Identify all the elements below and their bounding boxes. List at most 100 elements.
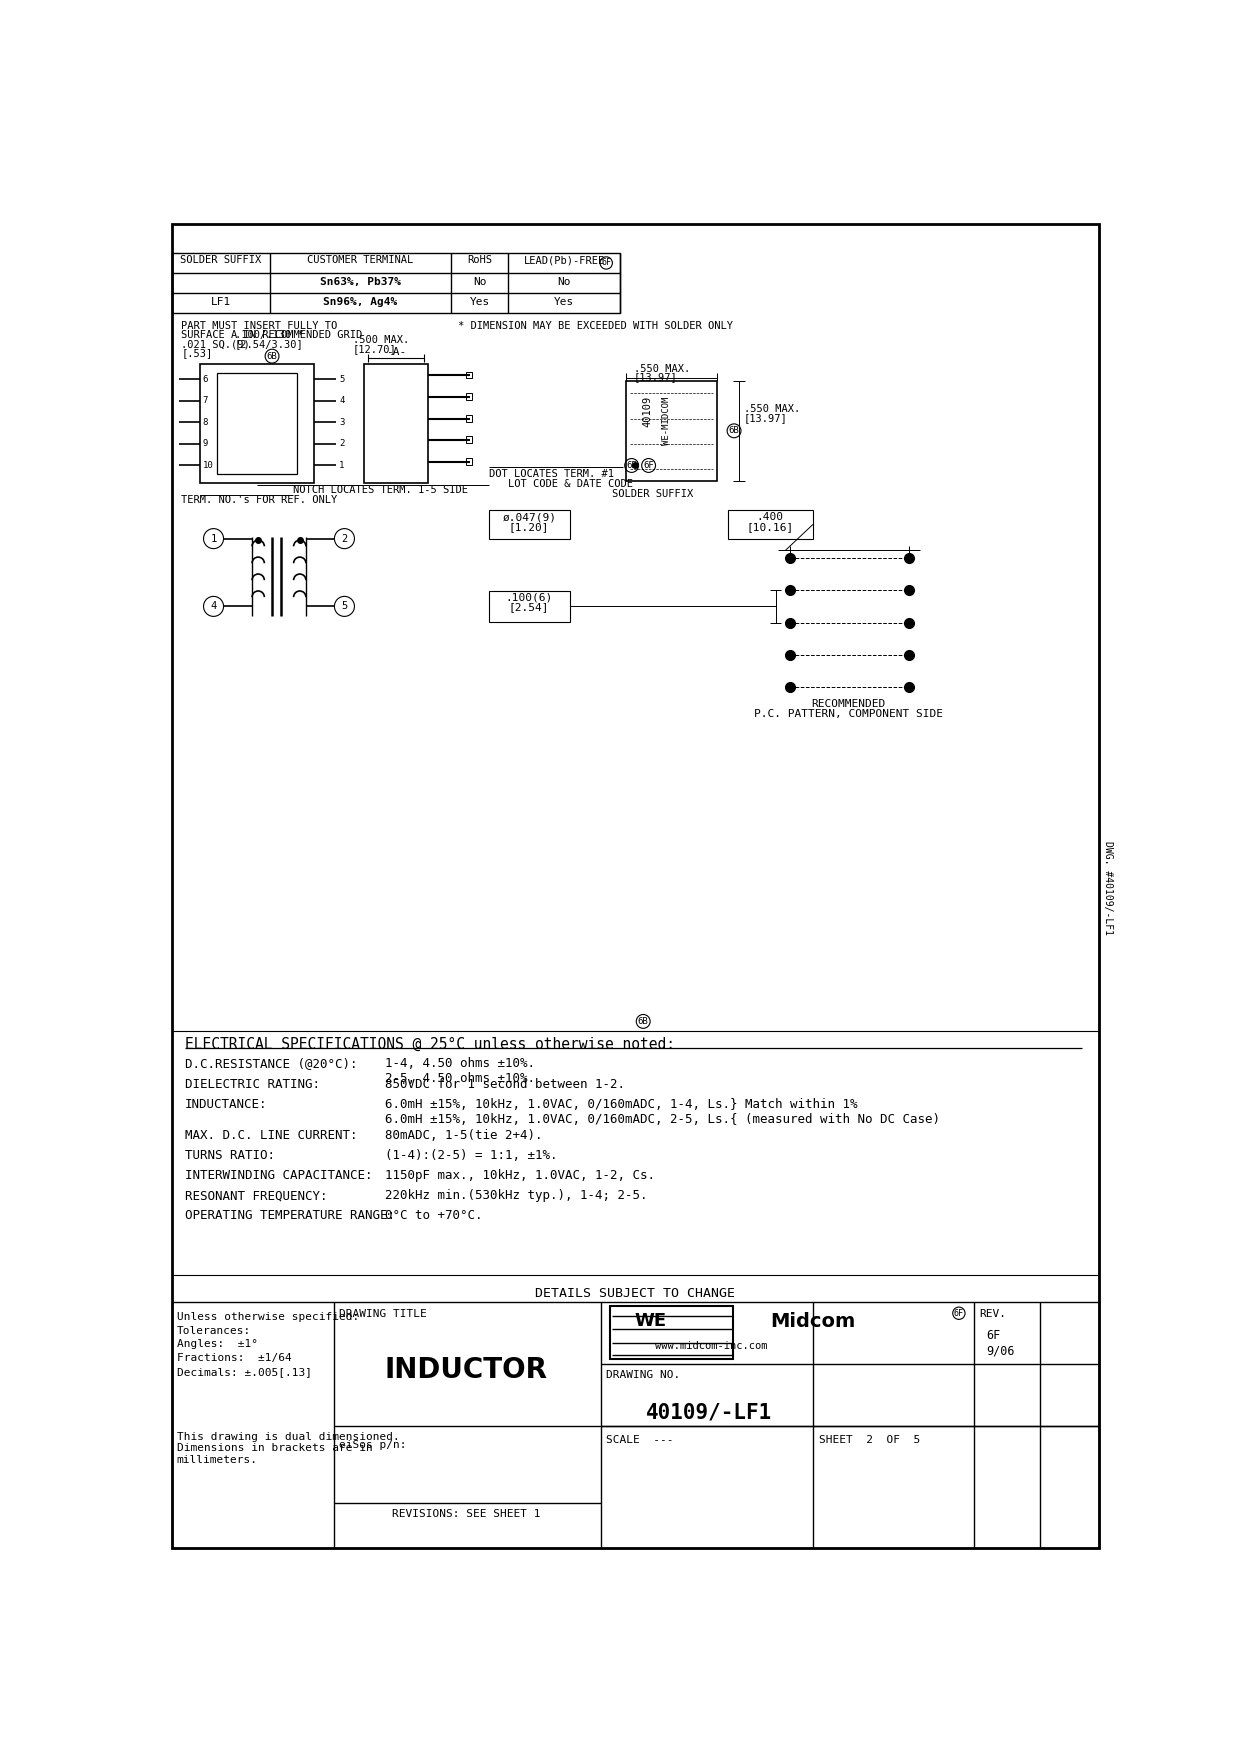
Text: 2: 2	[339, 439, 345, 448]
Text: ø.047(9): ø.047(9)	[502, 512, 557, 523]
Text: SOLDER SUFFIX: SOLDER SUFFIX	[613, 490, 693, 500]
Text: INDUCTOR: INDUCTOR	[384, 1357, 548, 1385]
Text: 1150pF max., 10kHz, 1.0VAC, 1-2, Cs.: 1150pF max., 10kHz, 1.0VAC, 1-2, Cs.	[386, 1169, 655, 1183]
Text: RESONANT FREQUENCY:: RESONANT FREQUENCY:	[185, 1190, 327, 1202]
Text: 2: 2	[341, 534, 347, 544]
Text: Yes: Yes	[554, 297, 574, 307]
Text: eiSos p/n:: eiSos p/n:	[339, 1439, 407, 1450]
Text: 220kHz min.(530kHz typ.), 1-4; 2-5.: 220kHz min.(530kHz typ.), 1-4; 2-5.	[386, 1190, 647, 1202]
Text: 1: 1	[211, 534, 217, 544]
Text: 6B: 6B	[267, 351, 278, 360]
Text: -A-: -A-	[386, 347, 407, 356]
Text: WE-MIDCOM: WE-MIDCOM	[662, 397, 671, 444]
Text: [13.97]: [13.97]	[744, 412, 787, 423]
Text: DWG. #40109/-LF1: DWG. #40109/-LF1	[1102, 841, 1112, 935]
Text: 10: 10	[203, 462, 213, 470]
Text: [1.20]: [1.20]	[508, 523, 549, 532]
Text: 6F
9/06: 6F 9/06	[986, 1329, 1014, 1357]
Text: WE: WE	[635, 1311, 667, 1330]
Text: Unless otherwise specified:: Unless otherwise specified:	[176, 1311, 358, 1322]
Text: 5: 5	[341, 602, 347, 611]
Text: .400: .400	[756, 512, 784, 523]
Text: P.C. PATTERN, COMPONENT SIDE: P.C. PATTERN, COMPONENT SIDE	[754, 709, 944, 720]
Text: This drawing is dual dimensioned.
Dimensions in brackets are in
millimeters.: This drawing is dual dimensioned. Dimens…	[176, 1432, 399, 1465]
Bar	[728, 511, 812, 539]
Text: DRAWING NO.: DRAWING NO.	[606, 1371, 681, 1379]
Text: 6F: 6F	[644, 462, 653, 470]
Text: TERM. NO.'s FOR REF. ONLY: TERM. NO.'s FOR REF. ONLY	[181, 495, 337, 505]
Text: 6B: 6B	[637, 1016, 649, 1027]
Text: 1: 1	[339, 462, 345, 470]
Text: 5: 5	[339, 374, 345, 384]
Text: (1-4):(2-5) = 1:1, ±1%.: (1-4):(2-5) = 1:1, ±1%.	[386, 1150, 558, 1162]
Text: Decimals: ±.005[.13]: Decimals: ±.005[.13]	[176, 1367, 311, 1378]
Bar	[466, 372, 472, 379]
Text: DETAILS SUBJECT TO CHANGE: DETAILS SUBJECT TO CHANGE	[536, 1286, 735, 1300]
Text: NOTCH LOCATES TERM. 1-5 SIDE: NOTCH LOCATES TERM. 1-5 SIDE	[293, 484, 467, 495]
Text: PART MUST INSERT FULLY TO: PART MUST INSERT FULLY TO	[181, 321, 337, 330]
Text: D.C.RESISTANCE (@20°C):: D.C.RESISTANCE (@20°C):	[185, 1057, 357, 1071]
Bar	[201, 363, 315, 483]
Bar	[626, 381, 717, 481]
Bar	[466, 458, 472, 465]
Text: RoHS: RoHS	[467, 254, 492, 265]
Bar	[172, 1302, 1099, 1548]
Text: MAX. D.C. LINE CURRENT:: MAX. D.C. LINE CURRENT:	[185, 1128, 357, 1143]
Text: .021 SQ.(9): .021 SQ.(9)	[181, 339, 250, 349]
Text: TURNS RATIO:: TURNS RATIO:	[185, 1150, 275, 1162]
Text: REV.: REV.	[980, 1309, 1007, 1318]
Text: Yes: Yes	[470, 297, 490, 307]
Text: DOT LOCATES TERM. #1: DOT LOCATES TERM. #1	[490, 469, 614, 479]
Text: www.midcom-inc.com: www.midcom-inc.com	[655, 1341, 768, 1351]
Text: 6B: 6B	[729, 426, 739, 435]
Text: REVISIONS: SEE SHEET 1: REVISIONS: SEE SHEET 1	[392, 1509, 541, 1518]
Text: 6F: 6F	[954, 1309, 963, 1318]
Text: No: No	[472, 277, 486, 286]
Text: Midcom: Midcom	[770, 1311, 856, 1330]
Text: CUSTOMER TERMINAL: CUSTOMER TERMINAL	[308, 254, 413, 265]
Text: 1-4, 4.50 ohms ±10%.
2-5, 4.50 ohms ±10%.: 1-4, 4.50 ohms ±10%. 2-5, 4.50 ohms ±10%…	[386, 1057, 536, 1085]
Text: [10.16]: [10.16]	[746, 523, 794, 532]
Text: 9: 9	[203, 439, 208, 448]
Text: 6: 6	[203, 374, 208, 384]
Text: 6F: 6F	[601, 258, 611, 267]
Bar	[466, 393, 472, 400]
Text: Sn63%, Pb37%: Sn63%, Pb37%	[320, 277, 401, 286]
Text: 7: 7	[203, 397, 208, 405]
Text: 4: 4	[339, 397, 345, 405]
Text: [13.97]: [13.97]	[634, 372, 678, 383]
Text: [2.54]: [2.54]	[508, 602, 549, 612]
Text: 6.0mH ±15%, 10kHz, 1.0VAC, 0/160mADC, 1-4, Ls.} Match within 1%
6.0mH ±15%, 10kH: 6.0mH ±15%, 10kHz, 1.0VAC, 0/160mADC, 1-…	[386, 1099, 940, 1127]
Text: [2.54/3.30]: [2.54/3.30]	[236, 339, 304, 349]
Text: LF1: LF1	[211, 297, 231, 307]
Text: * DIMENSION MAY BE EXCEEDED WITH SOLDER ONLY: * DIMENSION MAY BE EXCEEDED WITH SOLDER …	[459, 321, 733, 330]
Text: RECOMMENDED: RECOMMENDED	[812, 698, 885, 709]
Text: 850VDC for 1 second between 1-2.: 850VDC for 1 second between 1-2.	[386, 1078, 625, 1092]
Text: .550 MAX.: .550 MAX.	[744, 404, 800, 414]
Bar	[365, 363, 428, 483]
Text: 8: 8	[203, 418, 208, 426]
Text: 40109: 40109	[642, 397, 652, 428]
Text: .100/.130 *: .100/.130 *	[236, 330, 304, 340]
Text: LOT CODE & DATE CODE: LOT CODE & DATE CODE	[508, 479, 634, 490]
Text: .100(6): .100(6)	[506, 593, 553, 602]
Text: 40109/-LF1: 40109/-LF1	[646, 1402, 771, 1423]
Text: .500 MAX.: .500 MAX.	[353, 335, 409, 344]
Text: DIELECTRIC RATING:: DIELECTRIC RATING:	[185, 1078, 320, 1092]
Bar	[217, 374, 298, 474]
Text: No: No	[558, 277, 572, 286]
Text: Angles:  ±1°: Angles: ±1°	[176, 1339, 258, 1350]
Text: 4: 4	[211, 602, 217, 611]
Text: DRAWING TITLE: DRAWING TITLE	[339, 1309, 427, 1318]
Text: SURFACE A IN RECOMMENDED GRID: SURFACE A IN RECOMMENDED GRID	[181, 330, 362, 340]
Bar	[490, 511, 570, 539]
Text: .550 MAX.: .550 MAX.	[634, 363, 691, 374]
Bar	[466, 414, 472, 421]
Text: INDUCTANCE:: INDUCTANCE:	[185, 1099, 268, 1111]
Text: Fractions:  ±1/64: Fractions: ±1/64	[176, 1353, 291, 1364]
Text: [.53]: [.53]	[181, 349, 212, 358]
Text: SCALE  ---: SCALE ---	[606, 1436, 673, 1444]
Text: SHEET  2  OF  5: SHEET 2 OF 5	[818, 1436, 920, 1444]
Text: LEAD(Pb)-FREE: LEAD(Pb)-FREE	[523, 254, 605, 265]
Bar	[466, 437, 472, 444]
